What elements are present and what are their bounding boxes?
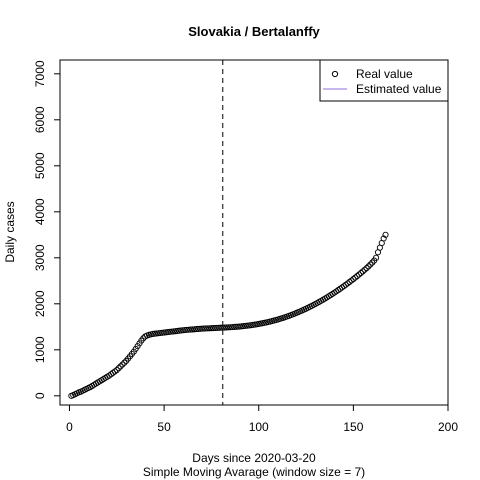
y-tick-label: 6000	[33, 106, 47, 133]
data-point	[225, 324, 232, 331]
data-point	[367, 261, 374, 268]
legend-box	[319, 59, 449, 102]
data-point	[219, 324, 226, 331]
x-tick-label: 100	[249, 420, 269, 434]
x-axis-subtitle: Simple Moving Avarage (window size = 7)	[143, 465, 365, 479]
y-tick-label: 7000	[33, 60, 47, 87]
data-point	[198, 325, 206, 332]
data-point	[346, 278, 353, 286]
data-point	[382, 231, 389, 238]
data-point	[215, 324, 223, 331]
data-point	[231, 323, 238, 331]
data-point	[365, 263, 372, 270]
data-point	[200, 325, 207, 332]
data-point	[115, 365, 122, 372]
real-value-points	[68, 231, 389, 399]
chart-title: Slovakia / Bertalanffy	[188, 24, 320, 39]
data-point	[348, 277, 355, 284]
data-point	[119, 361, 126, 368]
x-tick-label: 0	[66, 420, 73, 434]
data-point	[369, 259, 376, 266]
x-axis: 0 50 100 150 200	[66, 405, 458, 434]
data-point	[344, 280, 351, 287]
data-point	[204, 325, 211, 332]
data-point	[197, 325, 204, 332]
y-tick-label: 5000	[33, 152, 47, 179]
data-point	[380, 235, 387, 242]
data-point	[357, 269, 364, 277]
data-point	[187, 326, 194, 333]
y-axis: 0 1000 2000 3000 4000 5000 6000 7000	[33, 60, 60, 399]
legend: Real value Estimated value	[319, 59, 449, 102]
data-point	[113, 366, 120, 374]
y-tick-label: 3000	[33, 244, 47, 271]
data-point	[212, 324, 219, 332]
y-tick-label: 0	[33, 392, 47, 399]
data-point	[117, 363, 124, 370]
data-point	[214, 324, 221, 331]
x-tick-label: 150	[343, 420, 363, 434]
data-point	[121, 359, 128, 366]
data-point	[227, 324, 234, 331]
data-point	[191, 326, 198, 333]
data-point	[232, 323, 240, 330]
data-point	[193, 326, 200, 333]
legend-estimated-value-label: Estimated value	[356, 82, 442, 96]
data-point	[363, 265, 370, 272]
legend-real-value-label: Real value	[356, 67, 413, 81]
data-point	[221, 324, 228, 331]
y-tick-label: 1000	[33, 336, 47, 363]
y-tick-label: 4000	[33, 198, 47, 225]
plot-box	[59, 59, 449, 406]
data-point	[350, 276, 357, 283]
data-point	[236, 323, 243, 330]
data-point	[229, 324, 236, 331]
x-axis-label: Days since 2020-03-20	[192, 451, 316, 465]
data-point	[181, 326, 188, 334]
y-tick-label: 2000	[33, 290, 47, 317]
data-point	[189, 326, 196, 333]
data-point	[185, 326, 192, 333]
data-point	[208, 325, 215, 332]
data-point	[354, 273, 361, 280]
data-point	[234, 323, 241, 330]
data-point	[195, 325, 202, 333]
data-point	[373, 254, 380, 261]
y-axis-label: Daily cases	[3, 201, 17, 262]
data-point	[183, 326, 190, 333]
data-point	[206, 325, 213, 332]
data-point	[355, 271, 363, 278]
x-tick-label: 50	[157, 420, 171, 434]
data-point	[202, 325, 209, 332]
data-point	[223, 324, 230, 331]
data-point	[359, 268, 366, 275]
data-point	[111, 368, 118, 375]
legend-real-value-marker	[331, 70, 339, 78]
data-point	[217, 324, 224, 331]
data-point	[210, 325, 217, 332]
data-point	[361, 266, 368, 273]
x-tick-label: 200	[438, 420, 458, 434]
data-point	[352, 274, 359, 281]
